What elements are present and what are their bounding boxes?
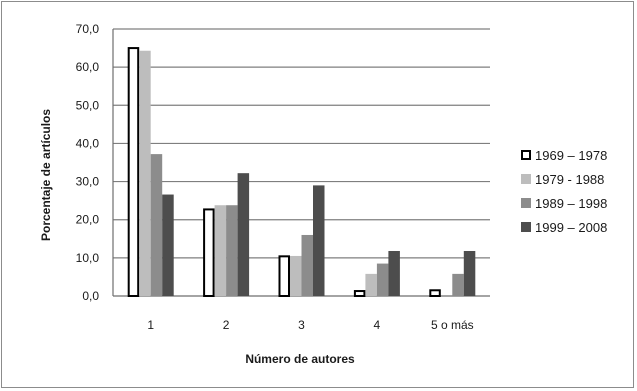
x-tick-label: 5 o más: [431, 318, 474, 332]
legend-label: 1999 – 2008: [535, 220, 607, 235]
x-tick-labels: 1 2 3 4 5 o más: [147, 318, 473, 332]
bar: [463, 250, 476, 296]
legend-swatch: [521, 198, 531, 208]
legend: 1969 – 1978 1979 - 1988 1989 – 1998 1999 – …: [521, 148, 607, 235]
bar: [429, 289, 441, 297]
bar: [388, 250, 400, 296]
x-tick-label: 3: [298, 318, 305, 332]
bar: [278, 255, 290, 297]
y-tick-label: 30,0: [76, 175, 100, 189]
legend-swatch: [521, 150, 531, 160]
legend-swatch: [521, 174, 531, 184]
bar: [376, 263, 389, 296]
bar: [290, 255, 302, 296]
legend-label: 1979 - 1988: [535, 172, 604, 187]
bars: [127, 47, 476, 298]
y-tick-label: 0,0: [82, 289, 99, 303]
bar: [452, 273, 464, 296]
y-tick-labels: 0,0 10,0 20,0 30,0 40,0 50,0 60,0 70,0: [76, 22, 100, 303]
legend-label: 1969 – 1978: [535, 148, 607, 163]
y-tick-label: 40,0: [76, 136, 100, 150]
y-tick-label: 10,0: [76, 251, 100, 265]
bar: [127, 47, 140, 298]
bar: [237, 173, 250, 296]
bar: [353, 290, 366, 298]
bar: [301, 234, 313, 296]
bar: [365, 273, 377, 296]
x-tick-label: 1: [147, 318, 154, 332]
y-axis-title: Porcentaje de artículos: [39, 109, 53, 241]
bar: [214, 205, 227, 296]
bar: [226, 205, 238, 296]
gridlines: [112, 28, 490, 297]
y-tick-label: 70,0: [76, 22, 100, 36]
x-axis-title: Número de autores: [245, 352, 355, 366]
bar: [162, 194, 174, 296]
x-tick-label: 2: [223, 318, 230, 332]
y-tick-label: 50,0: [76, 98, 100, 112]
bar: [313, 185, 325, 296]
bar: [203, 208, 215, 297]
legend-swatch: [521, 222, 531, 232]
bar: [139, 50, 151, 297]
bar: [150, 154, 163, 296]
x-tick-label: 4: [374, 318, 381, 332]
y-tick-label: 60,0: [76, 60, 100, 74]
legend-label: 1989 – 1998: [535, 196, 607, 211]
y-tick-label: 20,0: [76, 213, 100, 227]
